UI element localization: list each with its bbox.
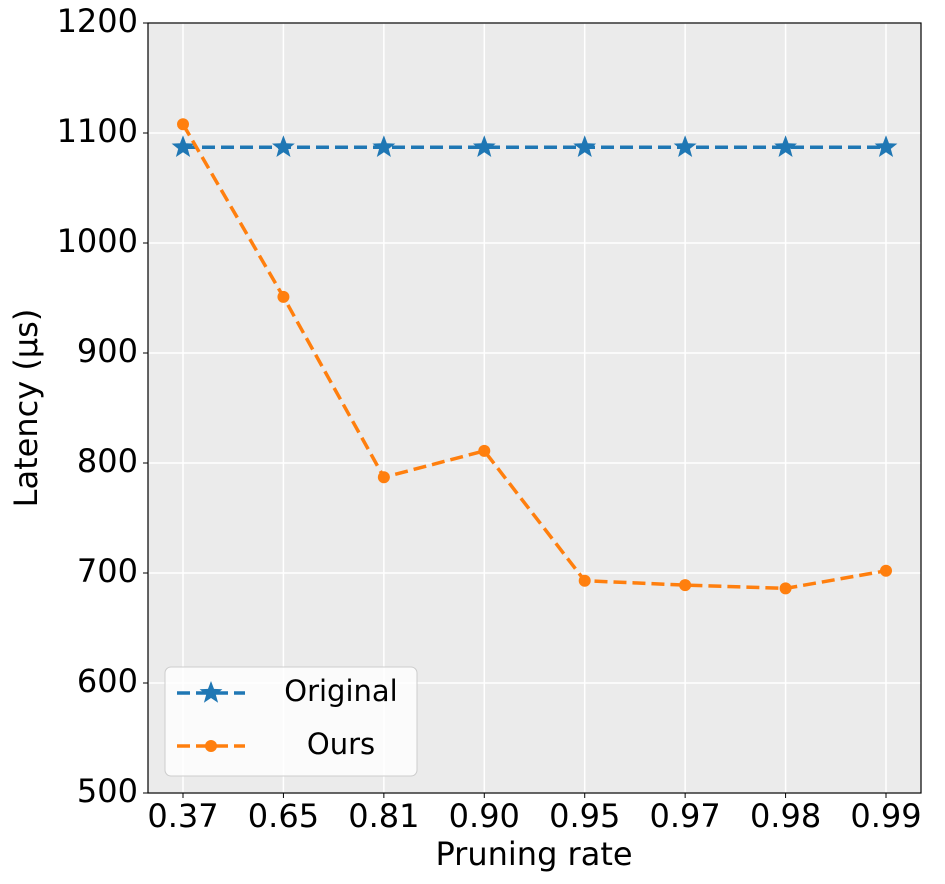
legend-label: Original	[284, 674, 397, 708]
y-tick-label: 600	[77, 662, 138, 700]
marks	[171, 118, 898, 595]
marker	[679, 579, 692, 592]
marker	[177, 118, 189, 131]
y-tick-label: 1100	[57, 112, 138, 150]
x-tick-label: 0.97	[650, 797, 721, 835]
x-tick-label: 0.81	[348, 797, 419, 835]
y-tick-label: 500	[77, 772, 138, 810]
marker	[205, 740, 217, 752]
marker	[573, 135, 597, 157]
x-tick-label: 0.65	[248, 797, 319, 835]
marker	[277, 290, 290, 303]
marker	[478, 444, 491, 457]
plot-area	[148, 23, 921, 793]
marker	[372, 135, 396, 157]
marker	[779, 582, 792, 595]
legend-label: Ours	[307, 727, 375, 761]
legend: Original Ours	[164, 666, 418, 777]
x-tick-label: 0.98	[750, 797, 821, 835]
y-tick-label: 700	[77, 552, 138, 590]
y-axis-label: Latency (μs)	[7, 309, 45, 508]
axes-frame	[147, 22, 922, 794]
marker	[673, 135, 697, 157]
marker	[880, 564, 892, 577]
marker	[874, 135, 898, 157]
x-axis-label: Pruning rate	[435, 835, 632, 873]
marker	[377, 471, 390, 484]
y-tick-label: 900	[77, 332, 138, 370]
y-tick-label: 1200	[57, 2, 138, 40]
marker	[578, 574, 591, 587]
x-tick-label: 0.99	[850, 797, 921, 835]
x-tick-label: 0.95	[549, 797, 620, 835]
y-tick-label: 1000	[57, 222, 138, 260]
y-tick-label: 800	[77, 442, 138, 480]
marker	[199, 681, 223, 703]
marker	[774, 135, 797, 157]
x-tick-label: 0.90	[449, 797, 520, 835]
marker	[171, 135, 195, 157]
marker	[472, 135, 496, 157]
series-line	[181, 123, 887, 591]
x-tick-label: 0.37	[147, 797, 218, 835]
marker	[272, 135, 295, 157]
